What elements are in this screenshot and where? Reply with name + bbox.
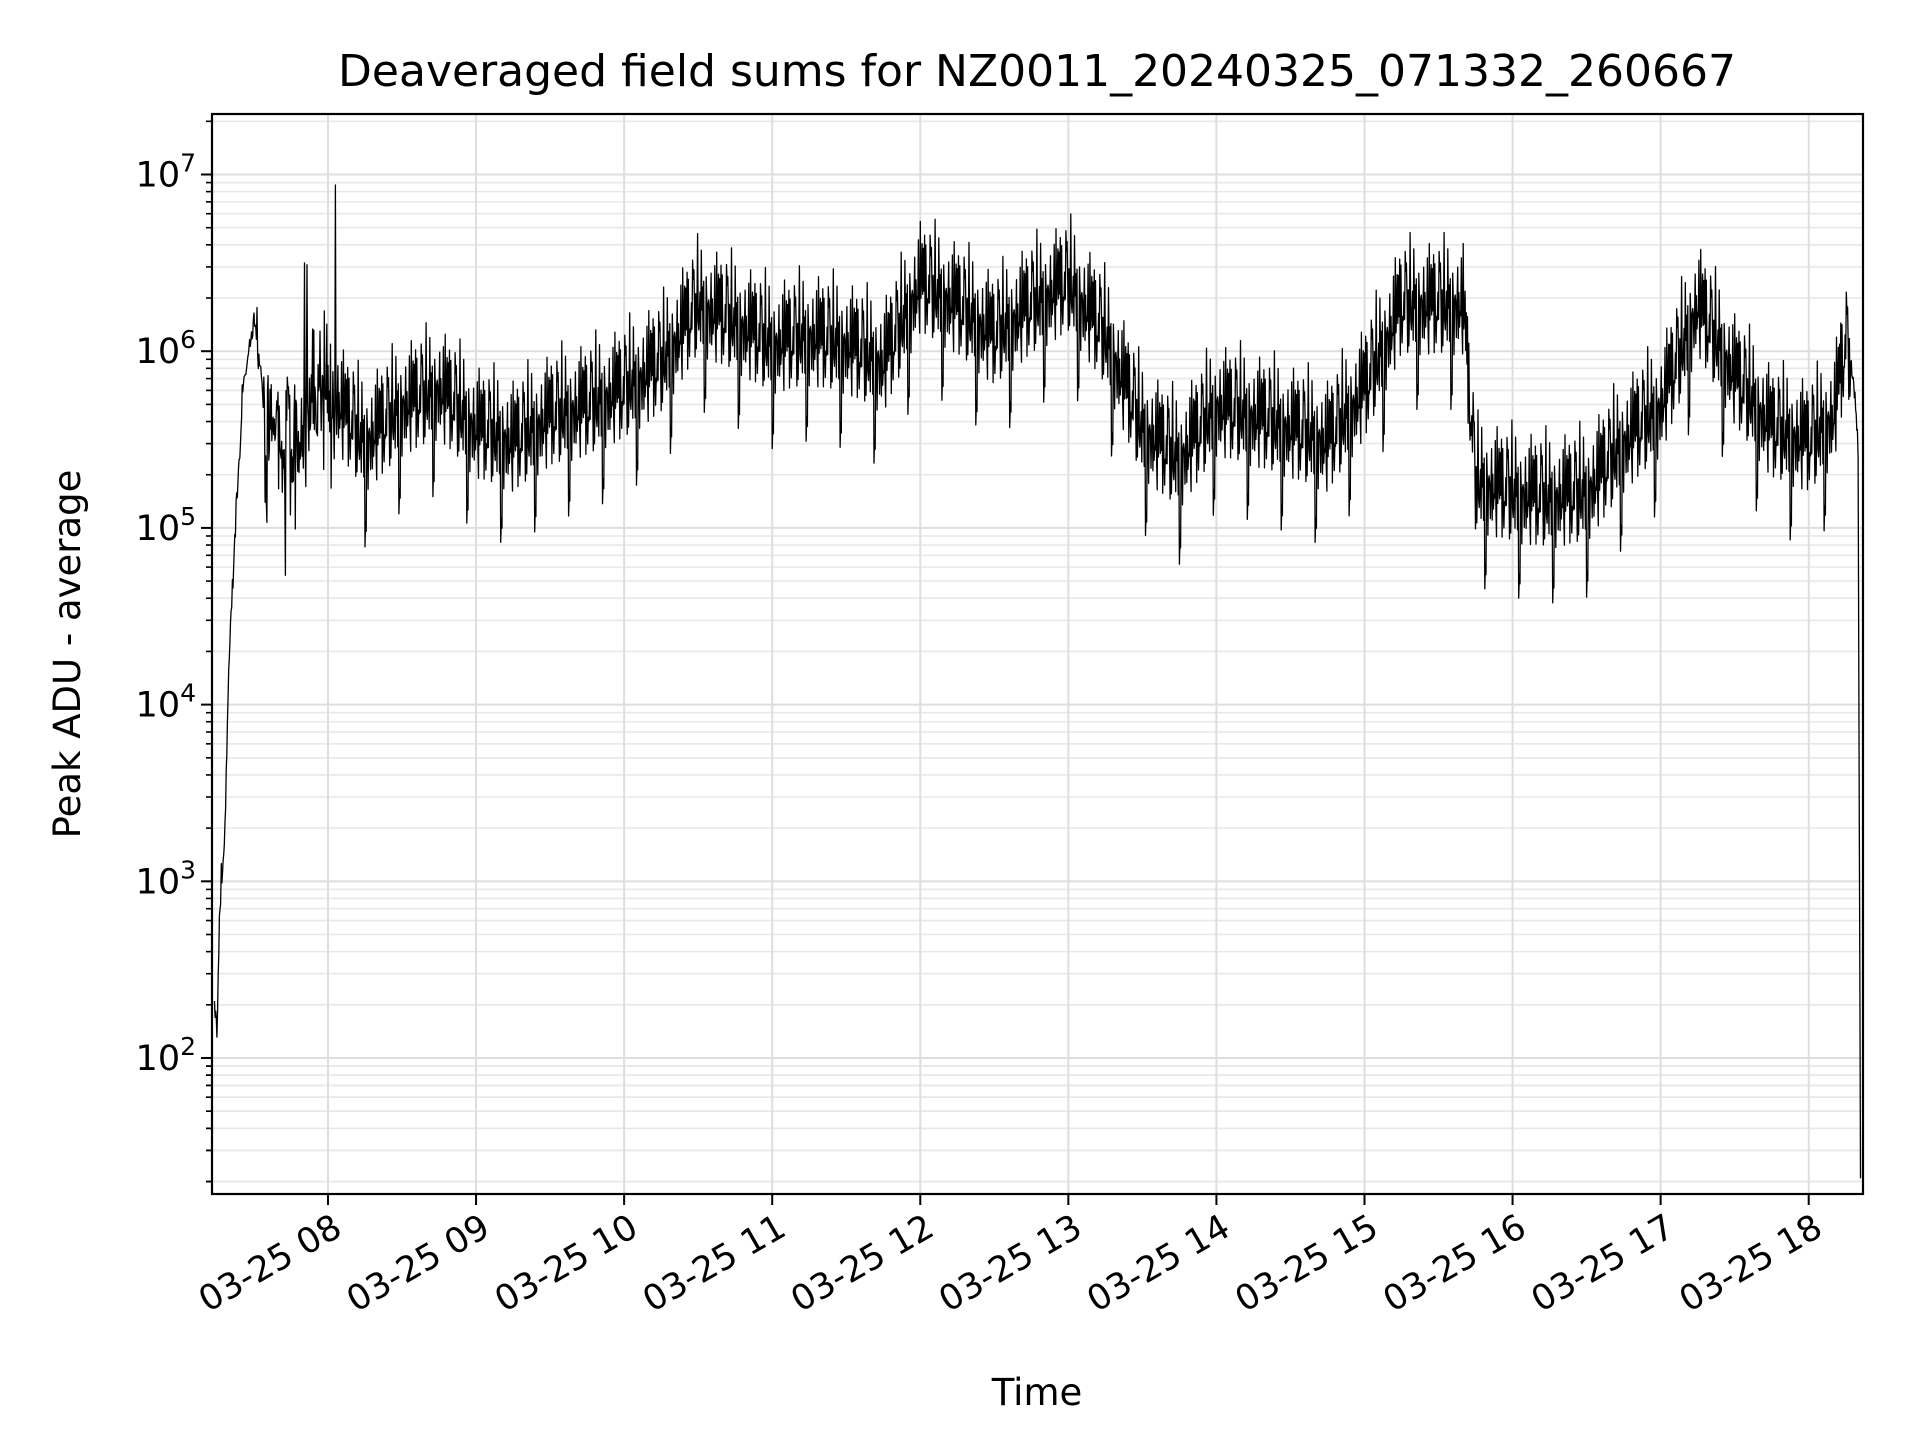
y-tick-exponent: 7: [180, 149, 196, 178]
y-tick-label: 102: [136, 1032, 196, 1079]
y-tick-label: 106: [136, 325, 196, 372]
y-tick-exponent: 3: [180, 855, 196, 884]
y-tick-base: 10: [136, 156, 181, 196]
y-tick-exponent: 2: [180, 1032, 196, 1061]
y-tick-label: 104: [136, 679, 196, 726]
x-axis-label: Time: [991, 1371, 1083, 1414]
y-tick-exponent: 5: [180, 502, 196, 531]
y-tick-label: 107: [136, 149, 196, 196]
chart-title: Deaveraged field sums for NZ0011_2024032…: [338, 46, 1736, 97]
plot-frame: [210, 112, 1865, 1196]
y-tick-label: 105: [136, 502, 196, 549]
y-axis-label: Peak ADU - average: [46, 470, 89, 839]
y-tick-exponent: 6: [180, 325, 196, 354]
y-tick-exponent: 4: [180, 679, 196, 708]
y-tick-base: 10: [136, 862, 181, 902]
series-line: [213, 184, 1862, 1179]
y-tick-base: 10: [136, 509, 181, 549]
series-line-layer: [213, 184, 1862, 1179]
y-tick-base: 10: [136, 686, 181, 726]
y-tick-base: 10: [136, 1039, 181, 1079]
y-tick-base: 10: [136, 332, 181, 372]
y-tick-label: 103: [136, 855, 196, 902]
